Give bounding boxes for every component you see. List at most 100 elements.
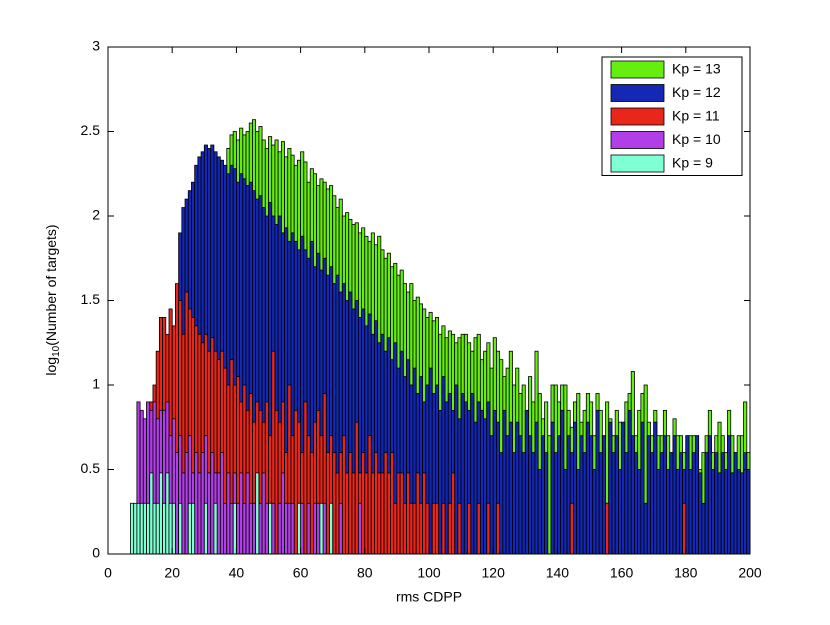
- bar: [325, 452, 330, 555]
- bar: [357, 502, 362, 555]
- bar: [383, 452, 388, 555]
- bar: [666, 469, 671, 555]
- bar: [720, 452, 725, 555]
- bar: [714, 452, 719, 555]
- bar: [582, 452, 587, 555]
- bar: [611, 452, 616, 555]
- y-tick-label: 0.5: [81, 460, 101, 476]
- bar: [624, 452, 629, 555]
- legend-label: Kp = 10: [672, 131, 721, 147]
- bar: [406, 472, 411, 555]
- bar: [162, 502, 167, 555]
- bar: [630, 435, 635, 555]
- bar: [675, 469, 680, 555]
- bar: [415, 472, 420, 555]
- bar: [467, 502, 472, 555]
- bar: [557, 435, 562, 555]
- bar: [184, 452, 189, 555]
- bar: [717, 472, 722, 555]
- legend-label: Kp = 13: [672, 61, 721, 77]
- bar: [441, 502, 446, 555]
- bar: [672, 435, 677, 555]
- bar: [181, 472, 186, 555]
- bar: [223, 502, 228, 555]
- bar: [313, 502, 318, 555]
- bar: [146, 502, 151, 555]
- bar: [213, 502, 218, 555]
- bar: [319, 502, 324, 555]
- bar: [563, 469, 568, 555]
- bar: [309, 452, 314, 555]
- bar: [239, 472, 244, 555]
- bar: [515, 421, 520, 555]
- bar: [351, 472, 356, 555]
- bar: [187, 502, 192, 555]
- bar: [216, 472, 221, 555]
- bar: [640, 421, 645, 555]
- bar: [723, 469, 728, 555]
- bar: [499, 452, 504, 555]
- bar: [704, 452, 709, 555]
- legend-swatch: [610, 107, 665, 126]
- bar: [521, 452, 526, 555]
- bar: [361, 452, 366, 555]
- y-tick-label: 0: [92, 545, 100, 561]
- bar: [203, 502, 208, 555]
- bar: [605, 502, 610, 555]
- bar: [139, 502, 144, 555]
- bar: [194, 452, 199, 555]
- bar: [502, 409, 507, 555]
- bar: [739, 472, 744, 555]
- bar: [621, 421, 626, 555]
- bar: [364, 472, 369, 555]
- bar: [736, 469, 741, 555]
- bar: [566, 435, 571, 555]
- bar: [396, 472, 401, 555]
- bar: [646, 435, 651, 555]
- x-tick-label: 160: [610, 565, 634, 581]
- bar: [589, 435, 594, 555]
- bar: [377, 472, 382, 555]
- bar: [287, 502, 292, 555]
- y-tick-label: 2.5: [81, 122, 101, 138]
- bar: [438, 409, 443, 555]
- x-tick-label: 0: [104, 565, 112, 581]
- bar: [390, 452, 395, 555]
- bar: [207, 472, 212, 555]
- bar: [617, 469, 623, 555]
- x-tick-label: 180: [674, 565, 698, 581]
- bar: [242, 502, 247, 555]
- bar: [399, 472, 404, 555]
- bar: [322, 502, 327, 555]
- bar: [341, 435, 346, 555]
- bar: [428, 367, 433, 555]
- bar: [354, 421, 359, 555]
- bar: [329, 502, 334, 555]
- bar: [235, 502, 241, 555]
- bar: [678, 452, 683, 555]
- bar: [268, 502, 273, 555]
- bar: [200, 452, 205, 555]
- bar: [133, 502, 138, 555]
- bar: [271, 502, 276, 555]
- bar: [252, 502, 257, 555]
- bar: [332, 452, 337, 555]
- bar: [348, 452, 353, 555]
- bar: [425, 502, 430, 555]
- bar: [669, 452, 674, 555]
- bar: [457, 502, 462, 555]
- y-tick-label: 1.5: [81, 291, 101, 307]
- x-tick-label: 20: [164, 565, 180, 581]
- bar: [293, 409, 298, 555]
- bar: [165, 472, 170, 555]
- bar: [402, 502, 407, 555]
- bar: [730, 472, 735, 555]
- legend-label: Kp = 11: [672, 108, 720, 124]
- bar: [367, 435, 372, 555]
- bar: [142, 502, 147, 555]
- bar: [435, 502, 440, 555]
- bar: [627, 409, 632, 555]
- bar: [733, 452, 738, 555]
